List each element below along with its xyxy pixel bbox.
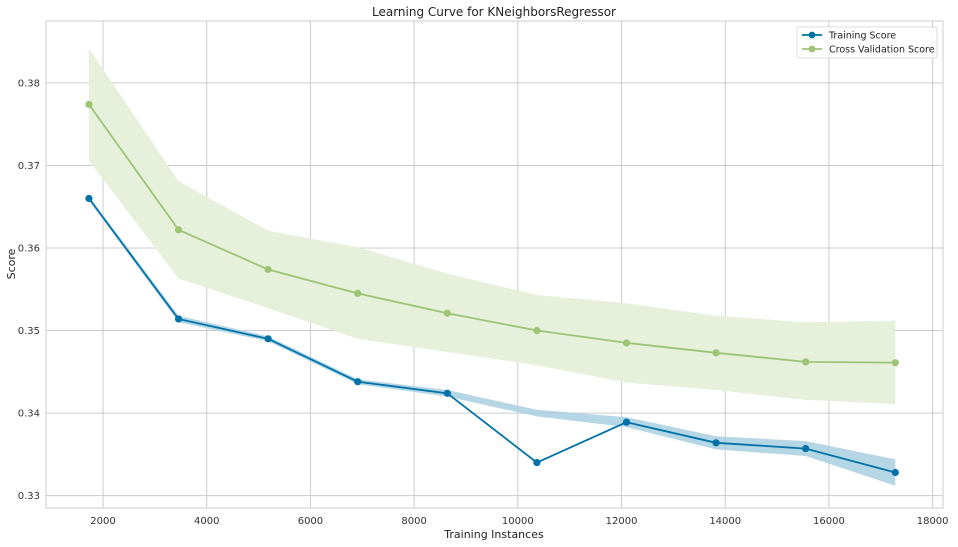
x-tick-labels: 2000 4000 6000 8000 10000 12000 14000 16000 1800… [90,516,948,527]
y-tick-label: 0.36 [18,243,40,254]
x-tick-label: 18000 [917,516,949,527]
cross-validation-score-point [712,349,720,357]
legend-training-score-marker [808,31,816,39]
x-tick-label: 2000 [90,516,115,527]
x-tick-label: 10000 [502,516,534,527]
y-tick-label: 0.37 [18,161,40,172]
training-score-point [802,444,810,453]
plot-area [45,20,944,509]
y-axis-label: Score [5,248,18,279]
y-tick-label: 0.35 [18,326,40,337]
cross-validation-score-point [533,326,541,335]
training-score-point [85,194,93,203]
training-score-point [712,439,720,447]
cross-validation-score-point [802,358,810,366]
cross-validation-score-point [443,309,451,317]
x-tick-label: 6000 [298,516,323,527]
y-tick-label: 0.33 [18,491,40,502]
training-score-band [88,196,896,486]
cross-validation-score-band [88,48,896,404]
cross-validation-score-point [264,265,272,274]
y-tick-labels: 0.33 0.34 0.35 0.36 0.37 0.38 [18,78,40,502]
cross-validation-score-point [891,359,899,367]
training-score-point [443,389,451,397]
x-tick-label: 4000 [194,516,219,527]
chart-title: Learning Curve for KNeighborsRegressor [372,5,616,19]
x-tick-label: 8000 [401,516,426,527]
series-lines [88,103,896,474]
legend-training-score-label: Training Score [828,31,896,42]
confidence-bands [88,48,896,486]
cross-validation-score-point [354,289,362,297]
legend: Training Score Cross Validation Score [796,26,938,59]
cross-validation-score-point [622,339,631,347]
training-score-point [533,459,541,467]
legend-box [796,26,938,59]
x-axis-label: Training Instances [443,528,544,541]
training-score-point [354,378,362,386]
training-score-point [891,468,899,477]
training-score-point [264,335,272,343]
series-points [85,100,899,477]
y-tick-label: 0.34 [18,409,40,420]
cross-validation-score-point [85,100,93,108]
training-score-point [174,315,183,323]
y-tick-label: 0.38 [18,78,40,89]
x-tick-label: 14000 [709,516,741,527]
x-tick-label: 12000 [606,516,638,527]
x-tick-label: 16000 [813,516,845,527]
legend-cross-validation-score-label: Cross Validation Score [829,45,935,56]
training-score-point [622,418,631,426]
legend-cross-validation-score-marker [808,45,816,53]
cross-validation-score-line [88,103,896,364]
training-score-line [88,197,896,474]
cross-validation-score-point [174,226,183,234]
